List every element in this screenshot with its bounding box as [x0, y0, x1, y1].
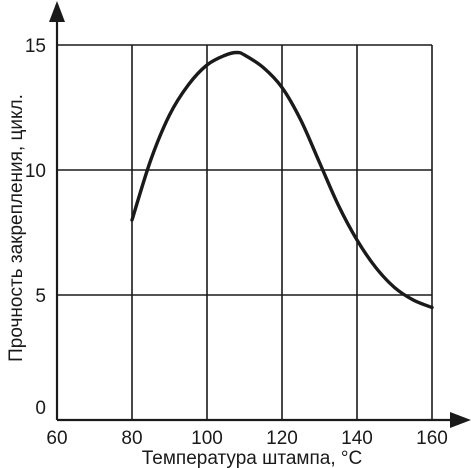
y-axis-arrow	[49, 1, 65, 22]
x-tick-label-5: 160	[416, 428, 448, 449]
x-tick-label-1: 80	[121, 428, 142, 449]
y-axis-title: Прочность закрепления, цикл.	[6, 94, 27, 362]
grid	[57, 44, 433, 420]
tick-labels: 60 80 100 120 140 160 0 5 10 15	[25, 36, 448, 449]
x-tick-label-2: 100	[191, 428, 223, 449]
x-tick-label-4: 140	[341, 428, 373, 449]
x-tick-label-3: 120	[266, 428, 298, 449]
x-tick-label-0: 60	[46, 428, 67, 449]
series-line-0	[130, 50, 434, 310]
y-tick-label-0: 0	[35, 398, 46, 419]
y-tick-label-3: 15	[25, 36, 46, 57]
y-tick-label-1: 5	[35, 286, 46, 307]
x-axis-arrow	[450, 412, 471, 428]
x-axis-title: Температура штампа, °С	[142, 448, 362, 468]
series	[130, 50, 434, 310]
y-tick-label-2: 10	[25, 161, 46, 182]
axes	[49, 1, 471, 428]
